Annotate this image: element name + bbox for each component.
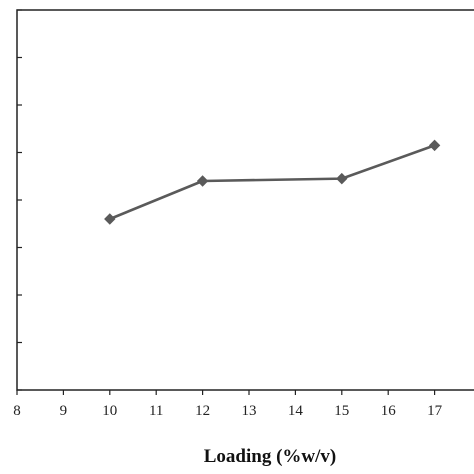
x-axis-tick-labels: 8910111213141516171 <box>13 403 443 419</box>
x-axis-title: Loading (%w/v) <box>204 446 337 467</box>
data-point-marker <box>104 213 116 225</box>
x-tick-label: 16 <box>381 403 397 419</box>
series-markers <box>104 139 441 225</box>
x-tick-label: 12 <box>195 403 210 419</box>
series-line <box>109 144 436 221</box>
x-tick-label: 15 <box>334 403 349 419</box>
x-tick-label: 9 <box>60 403 68 419</box>
data-point-marker <box>336 172 348 185</box>
x-axis-ticks <box>16 390 436 395</box>
x-tick-label: 11 <box>149 403 163 419</box>
x-tick-label: 8 <box>13 403 21 419</box>
data-point-marker <box>196 175 209 187</box>
x-tick-label: 17 <box>427 403 443 419</box>
data-point-marker <box>428 139 441 152</box>
y-axis-ticks <box>17 9 22 391</box>
x-tick-label: 10 <box>102 403 117 419</box>
x-tick-label: 13 <box>242 403 257 419</box>
plot-frame <box>16 9 474 391</box>
x-tick-label: 14 <box>288 403 304 419</box>
series-lines <box>109 144 436 221</box>
